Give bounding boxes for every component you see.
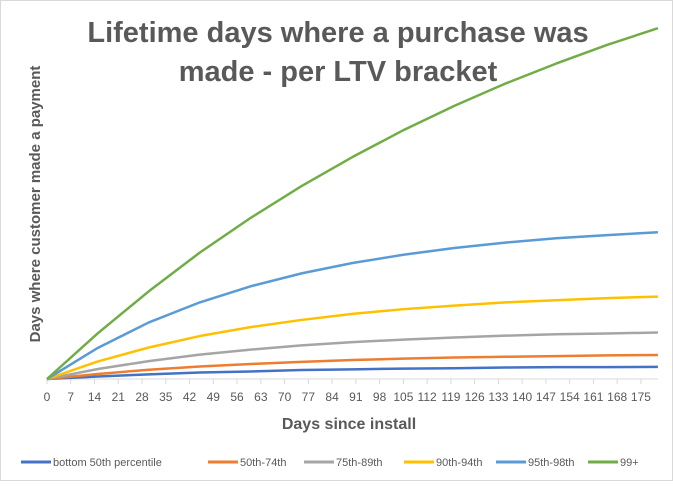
x-tick-label: 140 [512,390,532,404]
legend-label: bottom 50th percentile [53,457,162,469]
x-tick-label: 154 [560,390,580,404]
x-tick-label: 105 [393,390,413,404]
x-tick-label: 28 [135,390,149,404]
legend-item: bottom 50th percentile [21,457,162,469]
x-tick-label: 161 [583,390,603,404]
x-tick-label: 7 [67,390,74,404]
x-tick-label: 84 [325,390,339,404]
x-tick-label: 56 [230,390,244,404]
series-line-50th-74th [46,353,658,381]
x-tick-label: 168 [607,390,627,404]
legend-label: 75th-89th [336,457,382,469]
series-line-75th-89th [46,331,658,381]
x-tick-label: 98 [373,390,387,404]
y-axis-label: Days where customer made a payment [27,66,44,343]
x-tick-label: 70 [278,390,292,404]
x-tick-label: 42 [183,390,197,404]
chart-title-line-1: Lifetime days where a purchase was [87,17,588,49]
series-line-99- [46,26,659,380]
x-tick-label: 112 [418,390,437,404]
x-tick-label: 0 [44,390,51,404]
x-tick-label: 126 [465,390,485,404]
series-line-95th-98th [46,230,658,381]
x-tick-label: 119 [441,390,460,404]
x-tick-label: 14 [88,390,102,404]
legend-label: 90th-94th [436,457,482,469]
series-line-90th-94th [46,295,658,381]
x-tick-label: 147 [536,390,556,404]
legend-item: 95th-98th [496,457,574,469]
x-tick-label: 21 [112,390,126,404]
legend-label: 99+ [620,457,639,469]
x-tick-label: 175 [631,390,651,404]
legend-item: 50th-74th [208,457,286,469]
x-tick-label: 63 [254,390,268,404]
legend-label: 50th-74th [240,457,286,469]
x-tick-label: 35 [159,390,173,404]
chart-title-line-2: made - per LTV bracket [179,56,498,88]
series-line-bottom-50th-percentile [46,365,658,381]
x-tick-label: 91 [349,390,363,404]
x-tick-label: 49 [207,390,221,404]
x-tick-label: 133 [488,390,508,404]
x-axis-label: Days since install [282,416,416,433]
legend-item: 99+ [588,457,639,469]
legend-item: 90th-94th [404,457,482,469]
legend-label: 95th-98th [528,457,574,469]
legend-item: 75th-89th [304,457,382,469]
x-tick-label: 77 [302,390,316,404]
